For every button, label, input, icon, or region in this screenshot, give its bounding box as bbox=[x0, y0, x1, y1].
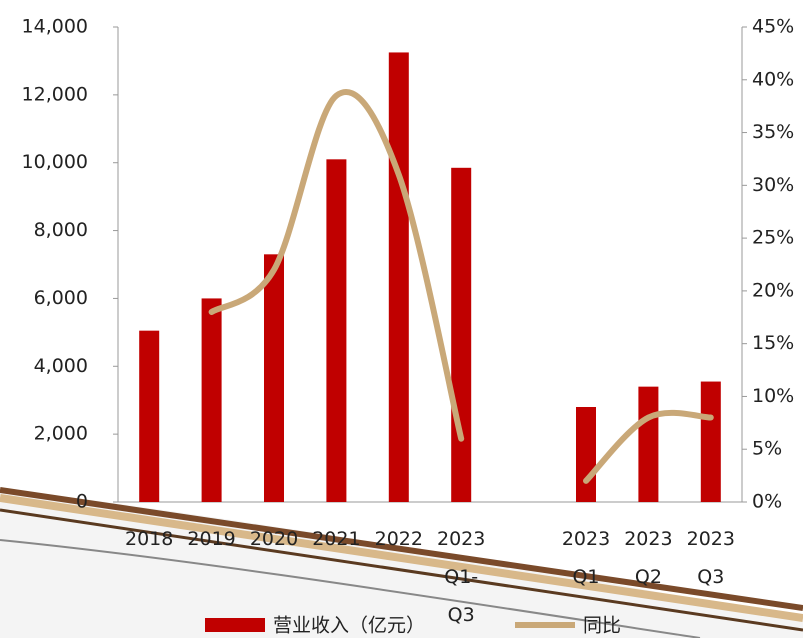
y-tick-label: 2,000 bbox=[34, 423, 88, 445]
bar bbox=[700, 381, 721, 502]
bar bbox=[576, 407, 596, 502]
y2-tick-label: 35% bbox=[752, 121, 794, 143]
y2-tick-label: 45% bbox=[752, 16, 794, 38]
y-tick-label: 8,000 bbox=[34, 219, 88, 241]
legend-swatch bbox=[205, 618, 265, 632]
y2-tick-label: 15% bbox=[752, 332, 794, 354]
x-tick-label: 2018 bbox=[125, 528, 174, 550]
x-tick-label: 2020 bbox=[249, 528, 299, 550]
y2-tick-label: 20% bbox=[752, 279, 794, 301]
x-tick-label: 2023 Q1 bbox=[561, 528, 611, 588]
bar bbox=[638, 386, 659, 502]
y-tick-label: 10,000 bbox=[22, 151, 88, 173]
y-tick-label: 4,000 bbox=[34, 355, 88, 377]
x-tick-label: 2019 bbox=[187, 528, 236, 550]
y-tick-label: 12,000 bbox=[22, 83, 88, 105]
line bbox=[208, 89, 465, 442]
y2-tick-label: 40% bbox=[752, 68, 794, 90]
x-tick-label: 2022 bbox=[374, 528, 423, 550]
bar bbox=[201, 298, 222, 502]
x-tick-label: 2023 Q1-Q3 bbox=[437, 528, 486, 626]
y-tick-label: 6,000 bbox=[34, 287, 88, 309]
bar bbox=[388, 52, 409, 502]
line bbox=[583, 409, 714, 484]
decoration bbox=[0, 487, 803, 638]
y2-tick-label: 30% bbox=[752, 174, 794, 196]
y-tick-label: 0 bbox=[76, 491, 88, 513]
y-tick-label: 14,000 bbox=[22, 16, 88, 38]
x-tick-label: 2021 bbox=[312, 528, 361, 550]
bar bbox=[326, 159, 347, 503]
bar bbox=[451, 167, 472, 502]
y2-tick-label: 0% bbox=[752, 491, 782, 513]
y2-tick-label: 5% bbox=[752, 438, 782, 460]
x-tick-label: 2023 Q2 bbox=[624, 528, 673, 588]
legend-label: 同比 bbox=[583, 615, 621, 637]
y2-tick-label: 10% bbox=[752, 385, 794, 407]
legend-label: 营业收入（亿元） bbox=[273, 615, 425, 637]
bar bbox=[264, 254, 284, 502]
bar bbox=[139, 330, 160, 502]
y2-tick-label: 25% bbox=[752, 227, 794, 249]
x-tick-label: 2023 Q3 bbox=[686, 528, 735, 588]
